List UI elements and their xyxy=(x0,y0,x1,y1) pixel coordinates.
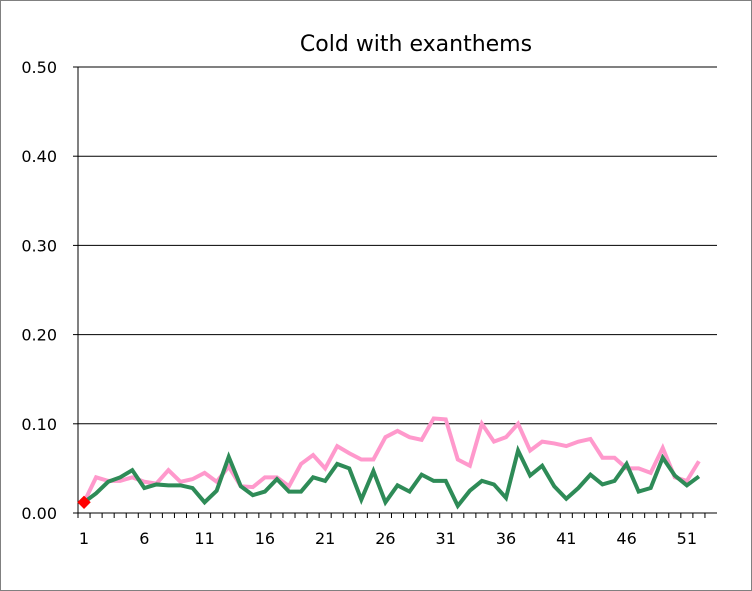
chart-title: Cold with exanthems xyxy=(300,32,532,57)
x-tick-label: 1 xyxy=(79,529,89,548)
axes xyxy=(73,66,717,518)
y-axis-tick-labels: 0.00 0.10 0.20 0.30 0.40 0.50 xyxy=(21,58,57,523)
x-axis-tick-labels: 1 6 11 16 21 26 31 36 41 46 51 xyxy=(79,529,697,548)
x-tick-label: 26 xyxy=(375,529,395,548)
y-tick-label: 0.40 xyxy=(21,147,57,166)
x-tick-label: 31 xyxy=(436,529,456,548)
x-tick-label: 41 xyxy=(556,529,576,548)
diamond-marker xyxy=(77,495,91,510)
x-tick-label: 36 xyxy=(496,529,516,548)
y-tick-label: 0.30 xyxy=(21,236,57,255)
x-tick-label: 16 xyxy=(255,529,275,548)
gridlines xyxy=(78,66,717,425)
y-tick-label: 0.10 xyxy=(21,415,57,434)
x-tick-label: 6 xyxy=(139,529,149,548)
y-tick-label: 0.50 xyxy=(21,58,57,77)
x-tick-label: 11 xyxy=(194,529,214,548)
y-tick-label: 0.00 xyxy=(21,504,57,523)
series-line-2 xyxy=(82,444,701,510)
data-markers xyxy=(77,495,91,510)
x-tick-label: 46 xyxy=(616,529,636,548)
series-line-1 xyxy=(82,416,701,504)
y-tick-label: 0.20 xyxy=(21,326,57,345)
x-tick-label: 21 xyxy=(315,529,335,548)
x-tick-label: 51 xyxy=(677,529,697,548)
series-lines xyxy=(82,416,701,510)
